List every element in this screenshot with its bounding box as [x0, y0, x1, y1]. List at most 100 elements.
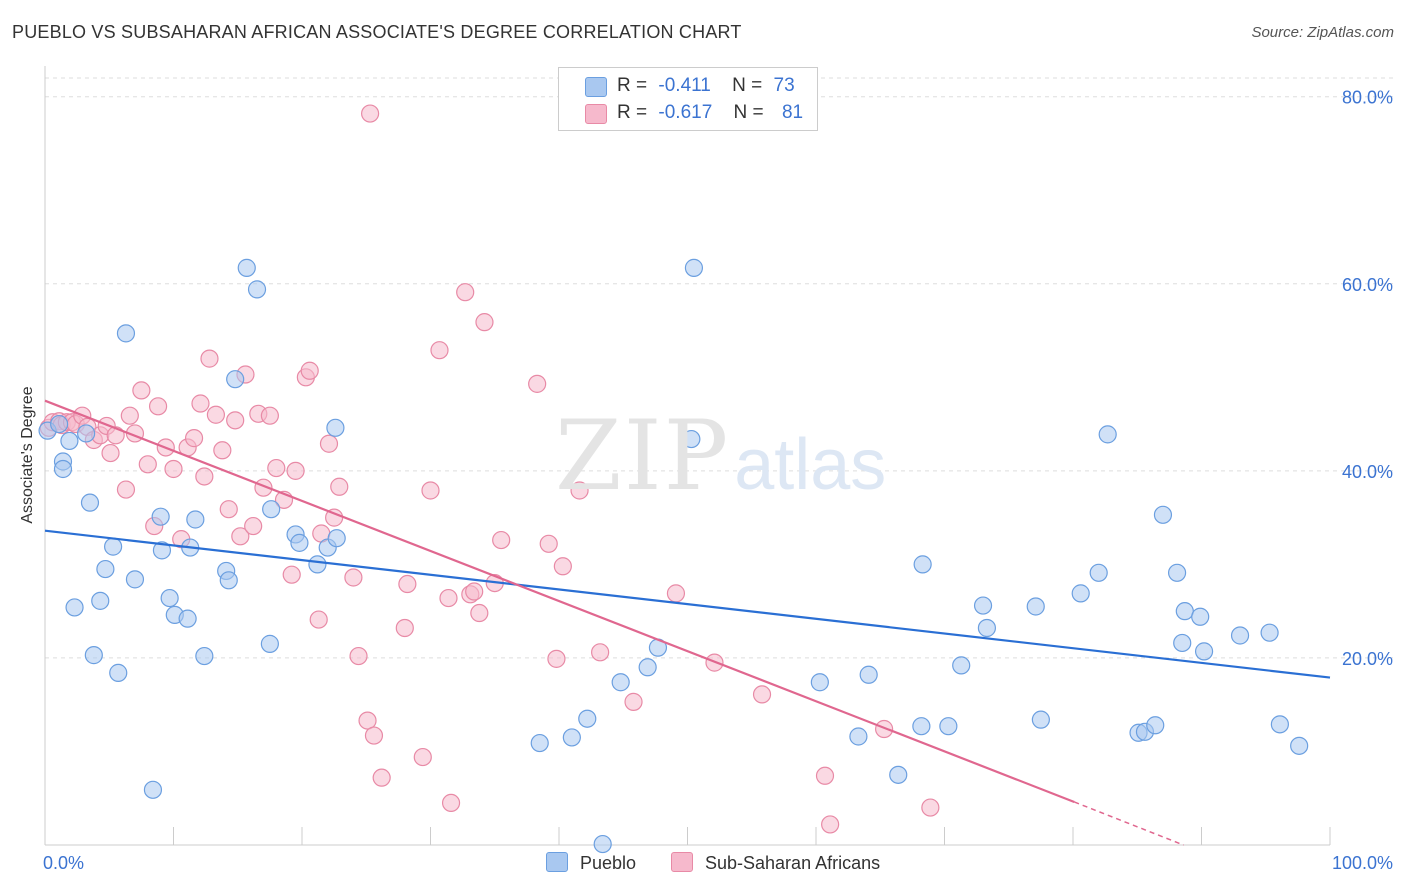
- pueblo-point: [593, 834, 612, 854]
- legend-n-value: 81: [781, 102, 804, 123]
- pueblo-point: [77, 424, 96, 443]
- pueblo-point: [65, 598, 84, 617]
- pueblo-point: [237, 258, 256, 277]
- africans-point: [195, 467, 214, 486]
- africans-point: [364, 726, 384, 745]
- africans-point: [361, 104, 380, 123]
- africans-swatch: [585, 104, 607, 124]
- pueblo-point: [262, 500, 281, 519]
- africans-point: [553, 557, 572, 576]
- africans-point: [349, 646, 368, 666]
- pueblo-point: [80, 493, 100, 512]
- source-label: Source: ZipAtlas.com: [1251, 24, 1394, 41]
- africans-point: [439, 588, 458, 608]
- africans-point: [358, 711, 377, 730]
- africans-point: [413, 747, 432, 767]
- watermark-zip: ZIP: [555, 400, 731, 512]
- pueblo-point: [290, 533, 309, 552]
- legend-r-label: R =: [617, 75, 648, 96]
- pueblo-point: [326, 418, 345, 437]
- africans-point: [470, 603, 489, 623]
- africans-point: [465, 582, 484, 601]
- legend-n-label: N =: [732, 75, 763, 96]
- pueblo-point: [1146, 716, 1165, 735]
- pueblo-point: [684, 258, 704, 277]
- pueblo-point: [530, 733, 549, 753]
- africans-point: [116, 480, 136, 499]
- pueblo-point: [810, 673, 829, 692]
- pueblo-point: [151, 507, 170, 526]
- watermark: ZIPatlas: [555, 400, 886, 512]
- africans-point: [200, 349, 219, 368]
- africans-point: [398, 574, 417, 594]
- africans-point: [475, 313, 494, 332]
- africans-point: [441, 793, 461, 813]
- pueblo-point: [308, 555, 327, 574]
- africans-point: [666, 584, 686, 603]
- pueblo-point: [260, 634, 279, 653]
- pueblo-point: [1167, 563, 1187, 582]
- pueblo-point: [1270, 715, 1289, 734]
- pueblo-point: [1071, 584, 1090, 603]
- pueblo-point: [1175, 602, 1194, 621]
- pueblo-point: [104, 537, 123, 556]
- y-tick-label: 20.0%: [1342, 649, 1393, 669]
- legend-n-label: N =: [733, 102, 764, 123]
- africans-legend-swatch: [671, 852, 693, 872]
- africans-point: [815, 766, 835, 785]
- bottom-legend-africans: Sub-Saharan Africans: [671, 852, 880, 874]
- africans-point: [300, 361, 319, 380]
- africans-point: [226, 411, 245, 430]
- pueblo-point: [1026, 597, 1045, 616]
- pueblo-point: [638, 658, 657, 677]
- africans-point: [528, 374, 547, 393]
- pueblo-legend-swatch: [546, 852, 568, 872]
- watermark-atlas: atlas: [734, 425, 887, 505]
- pueblo-point: [84, 646, 103, 665]
- pueblo-point: [226, 370, 245, 389]
- africans-point: [286, 461, 305, 480]
- africans-point: [492, 530, 511, 550]
- pueblo-point: [889, 765, 908, 784]
- africans-trend-extension: [1074, 801, 1184, 846]
- africans-point: [282, 565, 301, 584]
- africans-point: [421, 481, 440, 500]
- africans-point: [821, 815, 840, 834]
- pueblo-point: [977, 618, 997, 638]
- x-tick-label: 0.0%: [43, 853, 84, 873]
- stats-legend: R = -0.411 N = 73 R = -0.617 N = 81: [558, 67, 818, 131]
- africans-point: [213, 441, 232, 460]
- pueblo-point: [327, 529, 346, 548]
- africans-point: [120, 406, 139, 425]
- africans-point: [219, 500, 238, 519]
- pueblo-point: [1194, 642, 1214, 661]
- pueblo-point: [611, 673, 630, 692]
- legend-r-value: -0.617: [658, 102, 713, 123]
- pueblo-point: [116, 324, 136, 343]
- pueblo-point: [952, 656, 971, 675]
- pueblo-point: [143, 780, 163, 799]
- axes: [44, 66, 1331, 846]
- pueblo-point: [849, 727, 868, 746]
- africans-point: [921, 798, 940, 817]
- x-tick-label: 100.0%: [1332, 853, 1393, 873]
- africans-point: [372, 768, 391, 787]
- y-tick-label: 80.0%: [1342, 88, 1393, 108]
- africans-point: [456, 283, 475, 302]
- africans-point: [184, 429, 204, 448]
- pueblo-swatch: [585, 77, 607, 97]
- pueblo-point: [60, 431, 79, 451]
- africans-point: [260, 406, 279, 425]
- pueblo-point: [53, 459, 73, 479]
- africans-point: [309, 610, 328, 629]
- africans-point: [539, 534, 558, 553]
- africans-point: [138, 455, 157, 474]
- africans-point: [547, 649, 566, 668]
- pueblo-point: [1290, 736, 1309, 755]
- pueblo-point: [1230, 626, 1250, 645]
- africans-point: [148, 397, 168, 416]
- pueblo-point: [195, 646, 214, 666]
- pueblo-point: [125, 570, 145, 589]
- y-axis-label: Associate's Degree: [19, 386, 36, 524]
